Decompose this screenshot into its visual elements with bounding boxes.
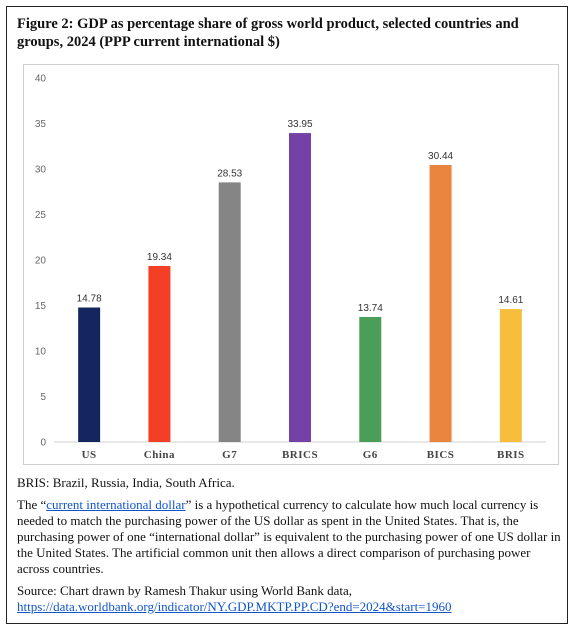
bar-bics [429,164,452,442]
source-paragraph: Source: Chart drawn by Ramesh Thakur usi… [17,583,565,615]
chart-svg: 0 5 10 15 20 25 30 35 40 14.78 US 19.34 China 28.53 G7… [35,74,546,461]
x-category-label: BRIS [497,449,525,461]
source-text: Source: Chart drawn by Ramesh Thakur usi… [17,583,352,598]
y-tick-label: 15 [35,301,47,312]
figure-notes: BRIS: Brazil, Russia, India, South Afric… [17,475,565,621]
bar-chart: 0 5 10 15 20 25 30 35 40 14.78 US 19.34 China 28.53 G7… [23,64,559,465]
x-category-label: China [144,449,175,461]
bar-g6 [359,316,382,442]
y-tick-label: 30 [35,165,47,176]
data-label: 14.78 [77,294,102,305]
bar-us [78,307,101,442]
y-tick-label: 20 [35,256,47,267]
data-label: 28.53 [217,168,242,179]
definition-paragraph: The “current international dollar” is a … [17,497,565,577]
data-label: 19.34 [147,252,172,263]
y-tick-label: 35 [35,119,47,130]
y-tick-label: 0 [40,438,46,449]
data-label: 33.95 [287,119,312,130]
bar-china [148,266,171,442]
x-category-label: G7 [222,449,237,461]
source-link[interactable]: https://data.worldbank.org/indicator/NY.… [17,599,452,614]
y-tick-label: 10 [35,347,47,358]
data-label: 30.44 [428,151,453,162]
figure-title: Figure 2: GDP as percentage share of gro… [17,16,519,50]
y-tick-label: 5 [40,392,46,403]
y-tick-label: 40 [35,74,47,85]
definition-text: ” is a hypothetical currency to calculat… [17,497,561,576]
x-category-label: US [82,449,97,461]
bar-brics [289,133,311,442]
bar-g7 [218,182,241,442]
definition-link[interactable]: current international dollar [46,497,186,512]
data-label: 14.61 [498,295,523,306]
bar-bris [499,309,522,442]
x-category-label: G6 [363,449,378,461]
data-label: 13.74 [358,303,383,314]
x-category-label: BRICS [282,449,318,461]
x-category-label: BICS [427,449,455,461]
y-tick-label: 25 [35,210,47,221]
definition-prefix: The “ [17,497,47,512]
bris-note: BRIS: Brazil, Russia, India, South Afric… [17,475,235,490]
figure-frame: Figure 2: GDP as percentage share of gro… [6,6,568,624]
